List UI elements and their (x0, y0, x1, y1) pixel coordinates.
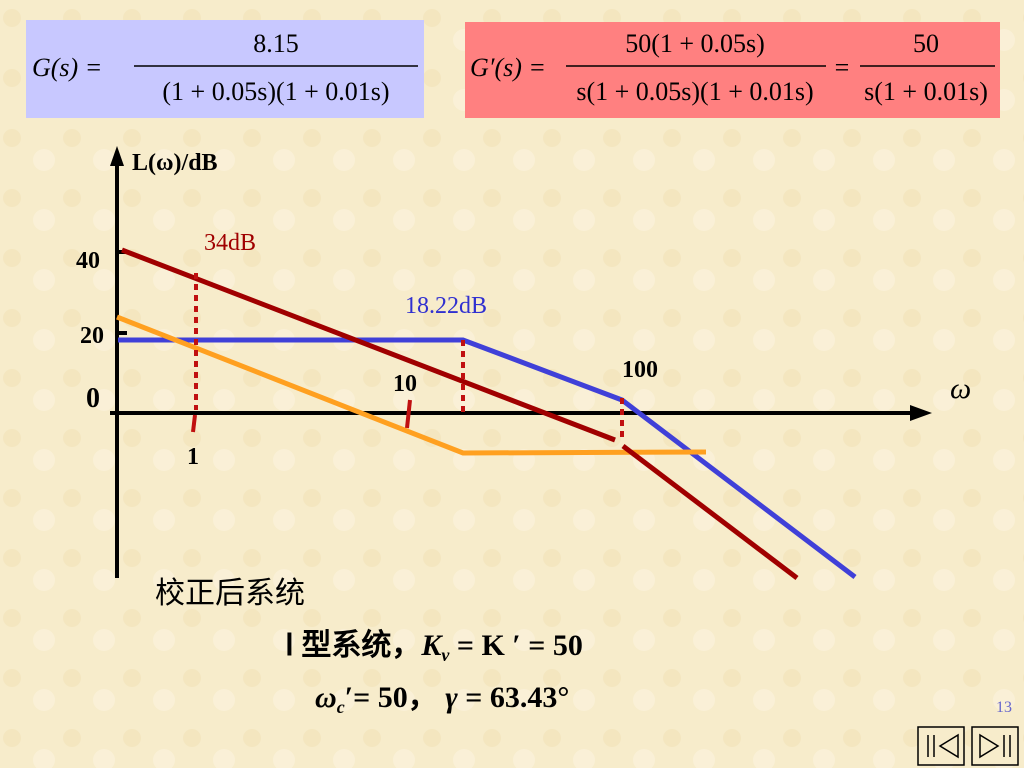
text: K (420, 629, 443, 662)
text: = K ′ = 50 (449, 629, 582, 662)
annotation: 18.22dB (405, 293, 487, 319)
x-axis-label: ω (950, 372, 971, 405)
y-label: 20 (80, 323, 104, 349)
formula-denominator: s(1 + 0.05s)(1 + 0.01s) (576, 77, 813, 106)
formula-box (26, 20, 424, 118)
next-button[interactable] (971, 726, 1019, 766)
original-curve (121, 247, 616, 443)
formula-box (465, 22, 1000, 118)
prev-button[interactable] (917, 726, 965, 766)
original-curve (621, 444, 799, 580)
formula-lhs: G(s) = (32, 53, 102, 82)
arrow (910, 405, 932, 421)
formula-numerator: 8.15 (253, 29, 299, 58)
formula-numerator: 50 (913, 29, 939, 58)
formula-lhs: G′(s) = (470, 53, 546, 82)
correction-curve (116, 314, 707, 456)
corrected-curve (118, 337, 857, 579)
x-label: 10 (393, 371, 417, 397)
equals: = (835, 53, 850, 82)
y-label: 40 (76, 248, 100, 274)
formula-denominator: (1 + 0.05s)(1 + 0.01s) (162, 77, 389, 106)
tick (191, 414, 197, 433)
y-label: 0 (86, 383, 100, 414)
x-label: 1 (187, 444, 199, 470)
page-number: 13 (996, 699, 1012, 716)
result-line: ωc′= 50， γ = 63.43° (315, 681, 569, 717)
result-line: Ⅰ 型系统，Kv = K ′ = 50 (285, 628, 583, 665)
text: ′= 50， (345, 681, 446, 714)
text: Ⅰ 型系统， (285, 628, 421, 662)
text: = 63.43° (458, 681, 570, 714)
y-axis-label: L(ω)/dB (132, 150, 218, 176)
tick (405, 399, 412, 429)
x-label: 100 (622, 357, 658, 383)
annotation: 34dB (204, 230, 256, 256)
arrow (110, 146, 124, 166)
text: γ (445, 681, 458, 714)
formula-numerator: 50(1 + 0.05s) (625, 29, 765, 58)
text: c (337, 697, 345, 717)
formula-denominator: s(1 + 0.01s) (864, 77, 988, 106)
text: v (441, 645, 450, 665)
text: ω (315, 681, 337, 714)
result-title: 校正后系统 (155, 577, 305, 610)
